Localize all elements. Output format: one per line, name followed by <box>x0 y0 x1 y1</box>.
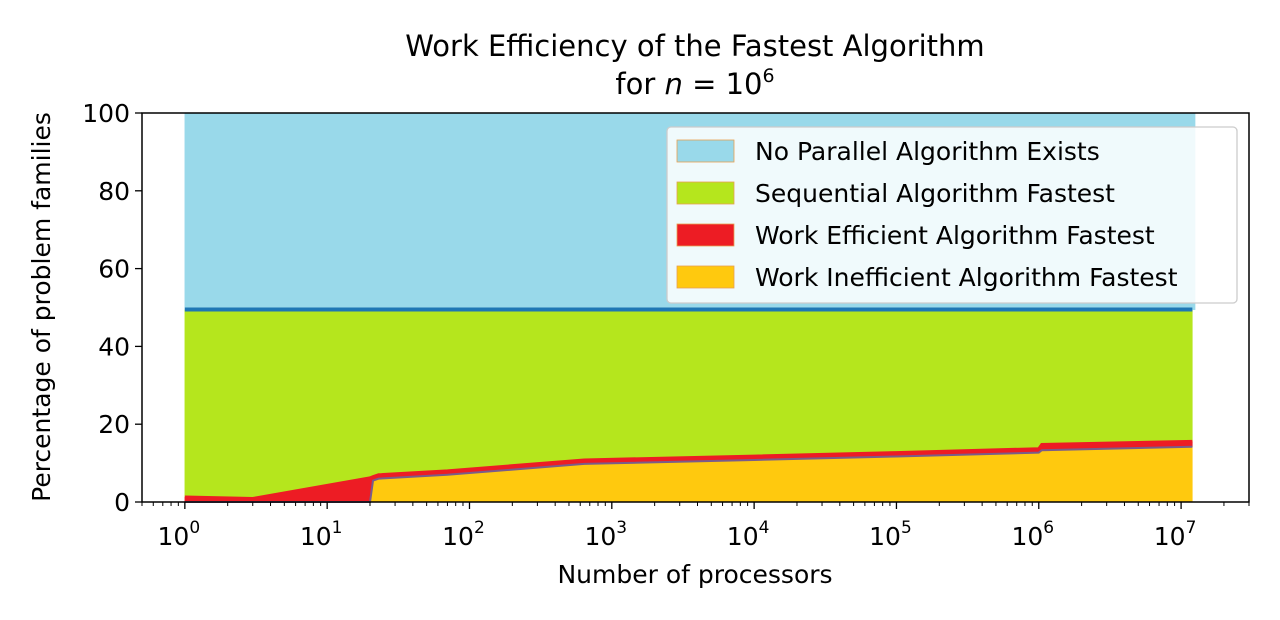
legend: No Parallel Algorithm Exists Sequential A… <box>666 126 1238 304</box>
y-tick-label: 40 <box>98 332 130 361</box>
legend-label-work-inefficient-algorithm-fastest: Work Inefficient Algorithm Fastest <box>755 263 1178 292</box>
y-tick-label: 0 <box>114 488 130 517</box>
legend-label-no-parallel-algorithm-exists: No Parallel Algorithm Exists <box>755 137 1100 166</box>
y-tick-label: 20 <box>98 410 130 439</box>
y-axis: 0 20 40 60 80 100 <box>82 99 142 517</box>
y-tick-label: 80 <box>98 177 130 206</box>
x-tick-label: 104 <box>727 518 770 551</box>
legend-label-sequential-algorithm-fastest: Sequential Algorithm Fastest <box>755 179 1115 208</box>
x-axis: 100 101 102 103 104 105 106 107 <box>141 502 1250 551</box>
chart-title: Work Efficiency of the Fastest Algorithm <box>405 29 984 63</box>
legend-swatch-work-efficient-algorithm-fastest <box>676 223 735 247</box>
legend-swatch-work-inefficient-algorithm-fastest <box>676 265 735 289</box>
legend-swatch-sequential-algorithm-fastest <box>676 181 735 205</box>
x-tick-label: 105 <box>869 518 912 551</box>
y-tick-label: 60 <box>98 255 130 284</box>
plot-frame <box>141 112 1250 503</box>
x-tick-label: 102 <box>442 518 485 551</box>
x-tick-label: 106 <box>1011 518 1054 551</box>
x-tick-label: 103 <box>584 518 627 551</box>
x-axis-label: Number of processors <box>557 560 832 589</box>
legend-swatch-no-parallel-algorithm-exists <box>676 139 735 163</box>
chart-subtitle: for n = 106 <box>615 65 774 101</box>
x-tick-label: 107 <box>1154 518 1197 551</box>
boundary-line-work-efficient <box>184 439 1193 501</box>
x-tick-label: 101 <box>300 518 343 551</box>
legend-label-work-efficient-algorithm-fastest: Work Efficient Algorithm Fastest <box>755 221 1155 250</box>
x-tick-label: 100 <box>158 518 201 551</box>
y-tick-label: 100 <box>82 99 130 128</box>
legend-box <box>666 126 1238 304</box>
y-axis-label: Percentage of problem families <box>27 112 56 502</box>
